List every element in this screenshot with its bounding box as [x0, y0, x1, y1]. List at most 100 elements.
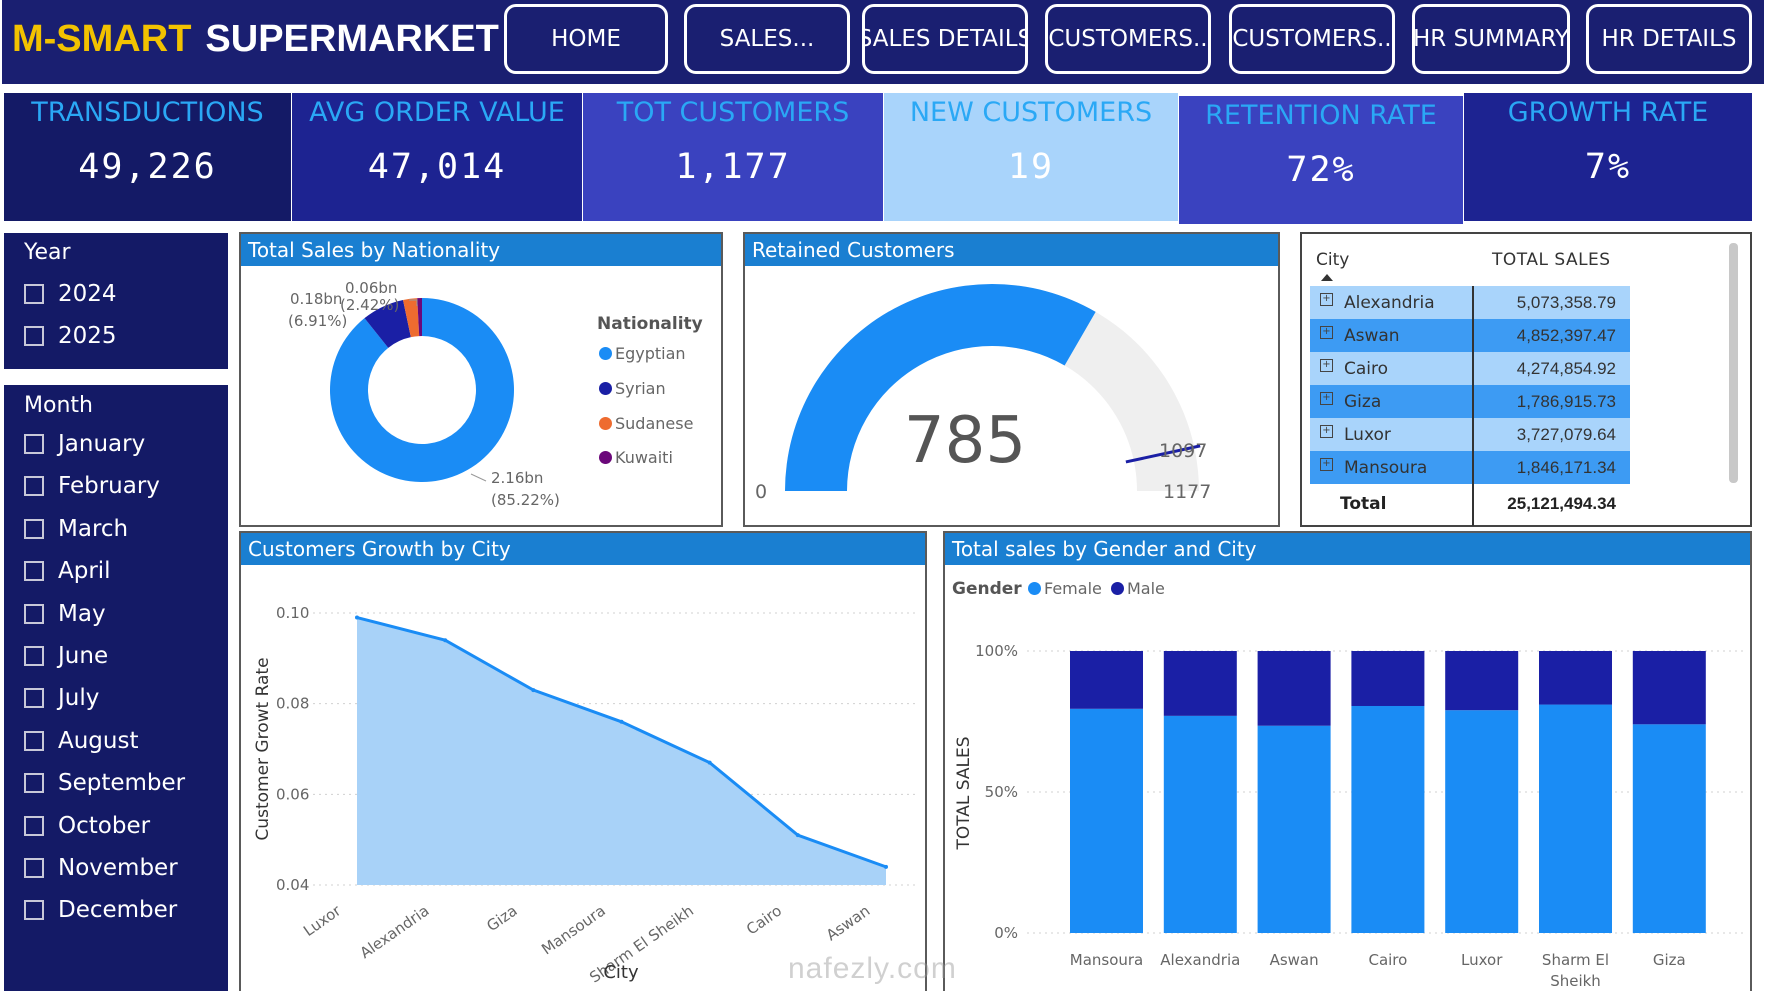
bar-male-sharm-el-sheikh [1539, 651, 1612, 705]
expand-icon[interactable]: + [1320, 359, 1333, 372]
customers-growth-panel: Customers Growth by City 0.10 0.08 0.06 0.0… [239, 531, 927, 991]
month-option-october[interactable]: October [24, 809, 150, 843]
donut-slice-kuwaiti [417, 298, 422, 337]
table-row[interactable]: + Mansoura 1,846,171.34 [1310, 451, 1630, 484]
nav-button-home[interactable]: HOME [504, 4, 668, 74]
legend-dot [1111, 582, 1124, 595]
y-tick-label: 0.06 [276, 785, 309, 803]
panel-title: Total Sales by Nationality [241, 234, 721, 266]
year-option-2025[interactable]: 2025 [24, 319, 117, 353]
checkbox[interactable] [24, 561, 44, 582]
option-label: 2024 [58, 281, 117, 307]
customers-growth-area-chart: 0.10 0.08 0.06 0.04 Luxor Alexandria Giza Manso… [253, 604, 919, 987]
kpi-label: TOT CUSTOMERS [616, 97, 850, 128]
checkbox[interactable] [24, 900, 44, 921]
panel-title: Customers Growth by City [241, 533, 925, 565]
y-tick-label: 0.08 [276, 695, 309, 713]
nav-button-customers-1[interactable]: CUSTOMERS.. [1045, 4, 1211, 74]
checkbox[interactable] [24, 476, 44, 497]
bar-male-alexandria [1163, 651, 1237, 716]
x-tick-label: Giza [1653, 951, 1686, 969]
table-row[interactable]: + Giza 1,786,915.73 [1310, 385, 1630, 418]
expand-icon[interactable]: + [1320, 458, 1333, 471]
kpi-label: GROWTH RATE [1507, 97, 1709, 128]
nationality-donut-chart: 0.06bn(2.42%)0.18bn (6.91%) 2.16bn (85.22%) [288, 279, 560, 509]
legend-item-sudanese[interactable]: Sudanese [599, 414, 693, 433]
checkbox[interactable] [24, 518, 44, 539]
month-option-july[interactable]: July [24, 681, 99, 715]
nav-button-sales-details[interactable]: SALES DETAILS [862, 4, 1028, 74]
x-axis-title: City [603, 962, 639, 983]
option-label: June [58, 643, 109, 669]
row-total-sales: 1,786,915.73 [1516, 392, 1616, 411]
month-slicer-title: Month [24, 393, 93, 418]
option-label: August [58, 727, 139, 754]
panel-title: Retained Customers [745, 234, 1278, 266]
option-label: May [58, 600, 106, 627]
legend-item-egyptian[interactable]: Egyptian [599, 344, 686, 363]
y-axis-title: Customer Growt Rate [253, 657, 273, 840]
month-option-june[interactable]: June [24, 639, 108, 673]
option-label: February [58, 473, 160, 500]
table-header-total-sales[interactable]: TOTAL SALES [1492, 250, 1611, 270]
x-tick-label: Luxor [300, 901, 345, 940]
month-option-april[interactable]: April [24, 554, 111, 588]
gauge-value: 785 [904, 404, 1026, 478]
brand-name-part2: SUPERMARKET [205, 18, 499, 60]
nav-button-customers-2[interactable]: CUSTOMERS.. [1229, 4, 1395, 74]
growth-point-mansoura [619, 719, 624, 724]
checkbox[interactable] [24, 773, 44, 794]
legend-item-kuwaiti[interactable]: Kuwaiti [599, 448, 673, 467]
legend-item-syrian[interactable]: Syrian [599, 379, 666, 398]
table-row[interactable]: + Alexandria 5,073,358.79 [1310, 286, 1630, 319]
row-city: Luxor [1344, 425, 1391, 445]
nationality-donut-panel: Total Sales by Nationality 0.06bn (2.42%)… [239, 232, 723, 527]
expand-icon[interactable]: + [1320, 293, 1333, 306]
bar-female-sharm-el-sheikh [1539, 704, 1612, 933]
expand-icon[interactable]: + [1320, 425, 1333, 438]
table-row[interactable]: + Aswan 4,852,397.47 [1310, 319, 1630, 352]
checkbox[interactable] [24, 284, 44, 304]
month-option-november[interactable]: November [24, 851, 178, 885]
legend-item-male[interactable]: Male [1111, 579, 1165, 598]
month-option-september[interactable]: September [24, 766, 185, 800]
row-city: Mansoura [1344, 458, 1428, 478]
nav-button-hr-summary[interactable]: HR SUMMARY [1412, 4, 1570, 74]
checkbox[interactable] [24, 858, 44, 878]
kpi-value: 7% [1584, 147, 1632, 187]
nav-button-hr-details[interactable]: HR DETAILS [1586, 4, 1752, 74]
month-option-december[interactable]: December [24, 893, 177, 927]
year-option-2024[interactable]: 2024 [24, 277, 117, 311]
legend-dot [599, 347, 612, 360]
checkbox[interactable] [24, 815, 44, 836]
checkbox[interactable] [24, 730, 44, 751]
table-scrollbar[interactable] [1729, 243, 1738, 483]
row-city: Cairo [1344, 359, 1389, 379]
legend-dot [599, 451, 612, 464]
bar-female-mansoura [1070, 708, 1143, 933]
month-option-january[interactable]: January [24, 427, 145, 461]
table-header-city[interactable]: City [1316, 250, 1350, 270]
checkbox[interactable] [24, 603, 44, 624]
checkbox[interactable] [24, 326, 44, 346]
checkbox[interactable] [24, 434, 44, 454]
month-option-may[interactable]: May [24, 597, 106, 631]
checkbox[interactable] [24, 646, 44, 666]
legend-item-female[interactable]: Female [1028, 579, 1102, 598]
slice-label-value: 2.16bn [491, 469, 543, 487]
month-option-february[interactable]: February [24, 469, 160, 503]
month-option-august[interactable]: August [24, 724, 139, 758]
checkbox[interactable] [24, 688, 44, 709]
expand-icon[interactable]: + [1320, 326, 1333, 339]
month-option-march[interactable]: March [24, 512, 128, 546]
watermark: nafezly.com [788, 952, 957, 985]
slice-label-percent: (6.91%) [288, 312, 347, 330]
table-row[interactable]: + Luxor 3,727,079.64 [1310, 418, 1630, 451]
expand-icon[interactable]: + [1320, 392, 1333, 405]
bar-female-aswan [1257, 725, 1331, 933]
nav-button-sales[interactable]: SALES... [684, 4, 850, 74]
option-label: January [58, 431, 146, 457]
table-row[interactable]: + Cairo 4,274,854.92 [1310, 352, 1630, 385]
legend-label: Egyptian [615, 344, 686, 363]
donut-slice-egyptian [330, 298, 514, 482]
